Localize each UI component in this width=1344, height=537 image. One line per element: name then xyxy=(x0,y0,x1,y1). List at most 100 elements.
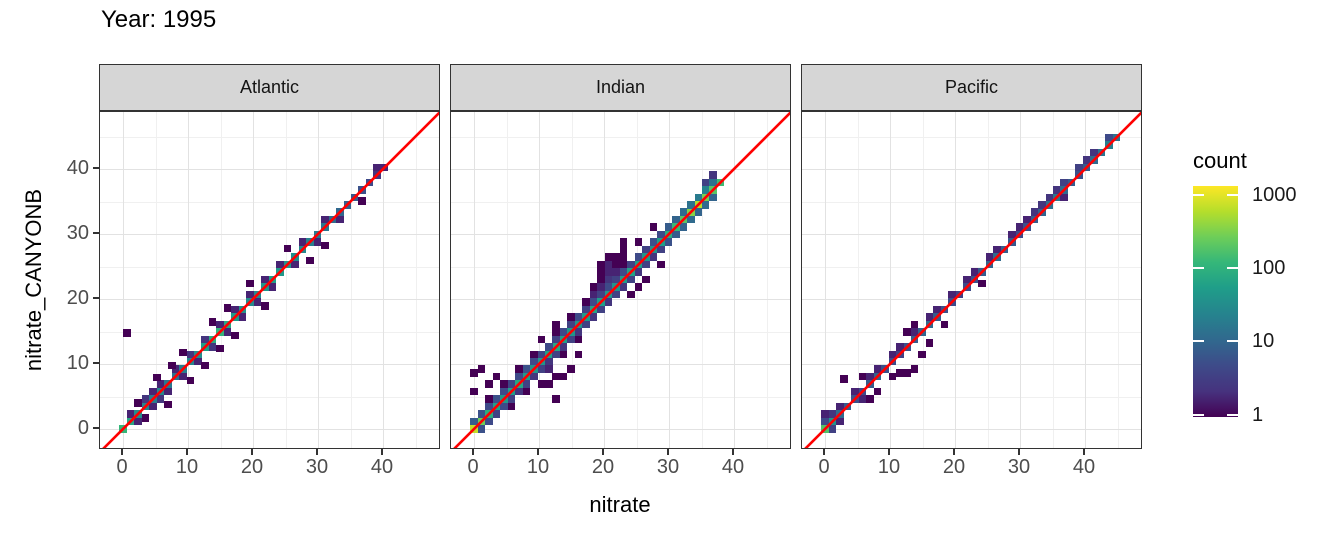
bin xyxy=(582,305,590,314)
gridline-minor xyxy=(506,112,508,448)
bin xyxy=(574,350,583,358)
bin xyxy=(627,290,635,299)
bin xyxy=(903,328,911,336)
facet-panel-indian xyxy=(450,111,791,449)
bin xyxy=(858,372,867,381)
bin xyxy=(940,320,949,329)
gridline-major xyxy=(451,234,790,236)
bin xyxy=(888,350,897,358)
bin xyxy=(283,244,292,253)
bin xyxy=(201,361,209,370)
bin xyxy=(604,260,613,269)
gridline-major xyxy=(802,234,1141,236)
bin xyxy=(589,290,598,299)
bin xyxy=(619,253,628,261)
bin xyxy=(619,260,628,269)
bin xyxy=(507,380,516,388)
bin xyxy=(545,357,553,366)
gridline-minor xyxy=(100,396,439,398)
bin xyxy=(604,283,613,291)
bin xyxy=(597,275,605,284)
bin xyxy=(597,305,605,314)
bin xyxy=(597,260,605,269)
x-tick-mark xyxy=(1018,449,1020,455)
bin xyxy=(1045,193,1053,202)
facet-strip-indian: Indian xyxy=(450,64,791,111)
legend-tick-label: 100 xyxy=(1252,257,1286,280)
gridline-minor xyxy=(100,201,439,203)
bin xyxy=(492,410,501,418)
bin xyxy=(552,350,560,358)
gridline-major xyxy=(539,112,541,448)
bin xyxy=(1008,230,1016,239)
gridline-major xyxy=(451,169,790,171)
gridline-minor xyxy=(220,112,222,448)
bin xyxy=(485,417,493,426)
bin xyxy=(619,238,628,246)
bin xyxy=(701,186,710,194)
bin xyxy=(851,387,859,396)
x-tick-mark xyxy=(186,449,188,455)
bin xyxy=(485,395,493,403)
bin xyxy=(993,245,1001,254)
bin xyxy=(918,350,926,358)
bin xyxy=(186,376,195,384)
bin xyxy=(612,275,620,284)
bin xyxy=(545,380,553,388)
gridline-minor xyxy=(1117,112,1119,448)
bin xyxy=(612,253,620,261)
gridline-minor xyxy=(451,201,790,203)
bin xyxy=(179,348,187,357)
bin xyxy=(694,208,702,216)
bin xyxy=(530,357,538,366)
bin xyxy=(888,372,897,381)
bin xyxy=(530,372,538,381)
bin xyxy=(963,275,971,284)
bin xyxy=(164,400,172,409)
identity-reference-line xyxy=(804,112,1141,448)
x-tick-mark xyxy=(953,449,955,455)
bin xyxy=(664,238,673,246)
bin xyxy=(896,369,904,377)
bin xyxy=(545,343,553,351)
bin xyxy=(604,275,613,284)
bin xyxy=(604,268,613,276)
bin xyxy=(141,395,150,403)
facet-strip-label: Indian xyxy=(595,77,646,97)
bin xyxy=(687,215,695,224)
bin xyxy=(582,320,590,329)
facet-strip-label: Atlantic xyxy=(239,77,300,97)
gridline-major xyxy=(825,112,827,448)
x-tick-mark xyxy=(381,449,383,455)
legend-tick-dash xyxy=(1227,413,1238,416)
bin xyxy=(500,387,508,396)
bin xyxy=(567,335,575,344)
x-tick-mark xyxy=(251,449,253,455)
bin xyxy=(171,365,180,373)
bin xyxy=(866,372,874,381)
bin xyxy=(559,372,568,381)
bin xyxy=(604,253,613,261)
gridline-minor xyxy=(415,112,417,448)
bin xyxy=(470,387,478,396)
y-axis-title: nitrate_CANYONB xyxy=(21,188,46,372)
bin xyxy=(582,298,590,306)
legend-tick-dash xyxy=(1193,194,1204,196)
bin xyxy=(619,268,628,276)
bin xyxy=(597,268,605,276)
bin xyxy=(634,283,643,291)
legend-tick-label: 10 xyxy=(1252,330,1275,353)
identity-reference-line xyxy=(453,112,790,448)
bin xyxy=(194,357,202,366)
bin xyxy=(709,193,717,202)
bin xyxy=(141,414,150,422)
bin xyxy=(612,290,620,299)
bin xyxy=(910,320,919,329)
bin xyxy=(477,410,486,418)
bin xyxy=(515,365,523,373)
bin xyxy=(709,171,717,179)
legend-tick-dash xyxy=(1193,267,1204,270)
bin xyxy=(1075,163,1083,172)
bin xyxy=(559,350,568,358)
bin xyxy=(231,331,239,340)
